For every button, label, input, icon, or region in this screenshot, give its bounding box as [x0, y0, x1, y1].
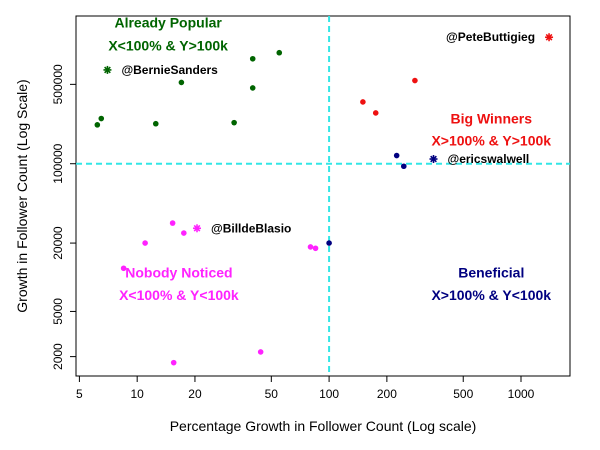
quadrant-label: Already Popular	[114, 15, 222, 31]
quadrant-labels: Already Popular X<100% & Y>100k Big Winner…	[108, 15, 551, 303]
data-point	[372, 110, 379, 116]
data-point	[181, 230, 187, 236]
highlighted-point-label: @PeteButtigieg	[446, 30, 535, 44]
x-tick-label: 1000	[508, 387, 535, 401]
quadrant-label: Beneficial	[458, 265, 524, 281]
data-point	[400, 163, 407, 170]
data-point	[412, 77, 418, 84]
data-point	[152, 120, 159, 127]
data-point	[170, 359, 177, 366]
x-tick-label: 200	[377, 387, 397, 401]
data-point	[249, 85, 256, 91]
y-tick-label: 500000	[51, 64, 65, 104]
x-tick-label: 5	[76, 387, 83, 401]
quadrant-label: X>100% & Y>100k	[431, 133, 551, 149]
y-axis-title: Growth in Follower Count (Log Scale)	[14, 79, 30, 312]
y-tick-label: 5000	[51, 298, 65, 325]
highlighted-point-label: @ericswalwell	[448, 152, 530, 166]
data-point	[231, 119, 237, 126]
x-axis: 5 10 20 50 100 200 500 1000	[76, 376, 535, 401]
data-point	[393, 152, 400, 159]
highlighted-points: @PeteButtigieg @BernieSanders @ericswalwel…	[103, 30, 554, 235]
x-tick-label: 10	[130, 387, 144, 401]
highlighted-point	[193, 224, 202, 233]
highlighted-point	[429, 155, 438, 164]
plot-area-frame	[75, 15, 571, 377]
y-tick-label: 2000	[51, 343, 65, 370]
highlighted-point-label: @BernieSanders	[121, 63, 218, 77]
x-tick-label: 50	[265, 387, 279, 401]
data-point	[249, 55, 256, 62]
data-point	[312, 245, 319, 252]
x-tick-label: 100	[319, 387, 339, 401]
x-tick-label: 20	[188, 387, 202, 401]
highlighted-point-label: @BilldeBlasio	[211, 221, 291, 235]
reference-lines	[76, 16, 570, 376]
quadrant-label: X<100% & Y>100k	[108, 37, 228, 53]
data-point	[257, 349, 264, 355]
data-point	[120, 265, 127, 272]
y-tick-label: 100000	[51, 143, 65, 183]
highlighted-point	[545, 33, 554, 42]
data-point	[142, 240, 148, 246]
data-point	[94, 122, 101, 128]
data-point	[169, 220, 176, 226]
data-point	[360, 99, 366, 105]
quadrant-label: Nobody Noticed	[125, 265, 232, 281]
quadrant-label: X>100% & Y<100k	[431, 287, 551, 303]
x-axis-title: Percentage Growth in Follower Count (Log…	[170, 418, 477, 434]
highlighted-point	[103, 65, 112, 74]
data-point	[98, 115, 105, 122]
quadrant-label: Big Winners	[451, 111, 533, 127]
data-point	[326, 240, 332, 246]
y-axis: 2000 5000 20000 100000 500000	[51, 64, 76, 370]
data-point	[178, 79, 185, 86]
quadrant-label: X<100% & Y<100k	[119, 287, 239, 303]
data-points	[94, 49, 418, 366]
data-point	[307, 244, 314, 250]
x-tick-label: 500	[453, 387, 473, 401]
data-point	[276, 49, 283, 56]
y-tick-label: 20000	[51, 226, 65, 260]
